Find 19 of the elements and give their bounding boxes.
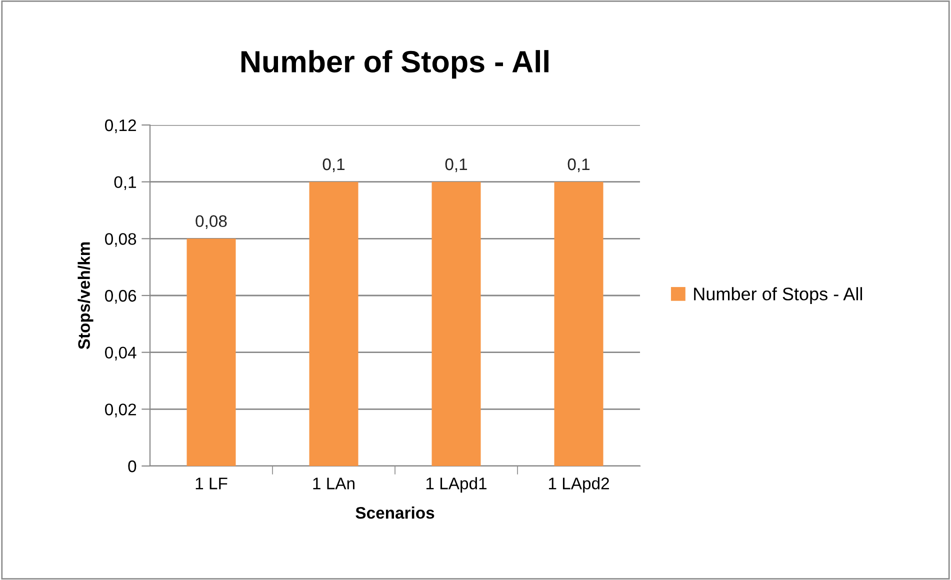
y-tick-label: 0,06 [105,290,136,304]
chart-title: Number of Stops - All [241,50,548,79]
data-label: 0,1 [445,158,468,172]
y-tick-label: 0,02 [105,404,136,418]
y-tick-label: 0 [128,460,136,472]
x-tick-label: 1 LApd1 [426,477,486,493]
y-tick-label: 0,08 [105,233,136,247]
y-tick-label: 0,1 [114,176,136,190]
data-label: 0,08 [196,215,227,230]
data-label: 0,1 [322,158,345,172]
data-label: 0,1 [568,158,590,172]
y-axis-title: Stops/veh/km [78,242,94,350]
x-tick-label: 1 LApd2 [548,477,609,493]
legend-label: Number of Stops - All [694,287,862,304]
y-tick-label: 0,04 [105,346,136,361]
x-tick-label: 1 LAn [313,478,354,490]
x-tick-label: 1 LF [196,478,228,490]
y-tick-label: 0,12 [105,119,136,134]
x-axis-title: Scenarios [356,506,434,519]
